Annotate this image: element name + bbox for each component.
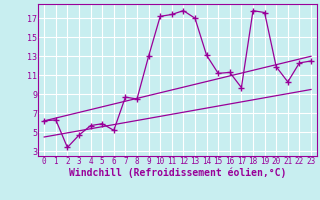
X-axis label: Windchill (Refroidissement éolien,°C): Windchill (Refroidissement éolien,°C): [69, 168, 286, 178]
